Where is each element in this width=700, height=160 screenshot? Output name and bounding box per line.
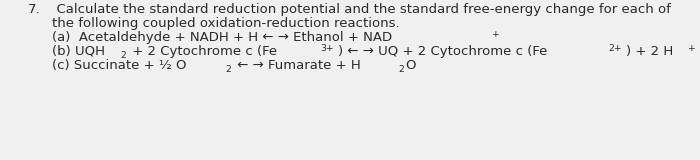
Text: the following coupled oxidation-reduction reactions.: the following coupled oxidation-reductio… [52, 17, 400, 30]
Text: (b) UQH: (b) UQH [52, 45, 105, 58]
Text: ) ← → UQ + 2 Cytochrome c (Fe: ) ← → UQ + 2 Cytochrome c (Fe [338, 45, 547, 58]
Text: ← → Fumarate + H: ← → Fumarate + H [233, 59, 361, 72]
Text: +: + [687, 44, 694, 53]
Text: + 2 Cytochrome c (Fe: + 2 Cytochrome c (Fe [128, 45, 277, 58]
Text: 2: 2 [120, 51, 126, 60]
Text: ) + 2 H: ) + 2 H [626, 45, 673, 58]
Text: 3+: 3+ [321, 44, 334, 53]
Text: (c) Succinate + ½ O: (c) Succinate + ½ O [52, 59, 186, 72]
Text: 2+: 2+ [608, 44, 622, 53]
Text: Calculate the standard reduction potential and the standard free-energy change f: Calculate the standard reduction potenti… [48, 3, 671, 16]
Text: O: O [405, 59, 416, 72]
Text: 2: 2 [398, 65, 404, 74]
Text: +: + [491, 30, 498, 39]
Text: (a)  Acetaldehyde + NADH + H ← → Ethanol + NAD: (a) Acetaldehyde + NADH + H ← → Ethanol … [52, 31, 392, 44]
Text: 2: 2 [225, 65, 232, 74]
Text: 7.: 7. [28, 3, 41, 16]
